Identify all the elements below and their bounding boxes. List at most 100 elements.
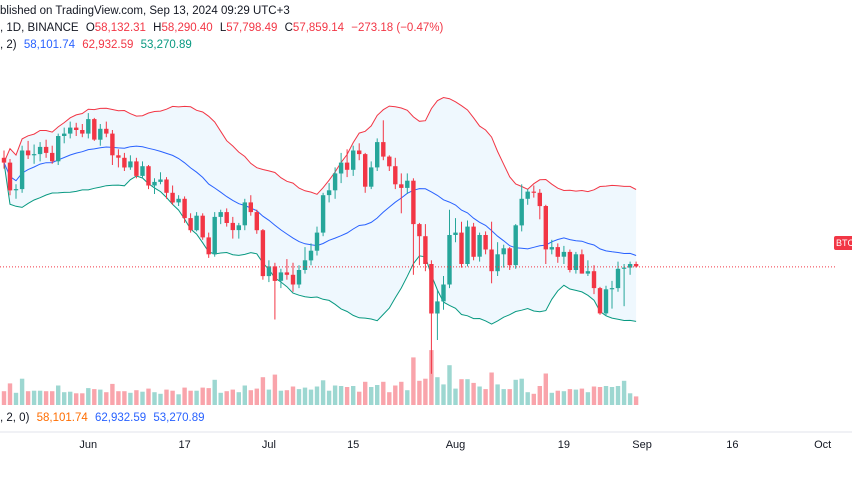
last-price-tag[interactable]: BTC xyxy=(834,236,852,250)
volume-bar xyxy=(116,391,121,405)
candle xyxy=(116,149,121,168)
candle-body xyxy=(357,150,362,155)
volume-bar xyxy=(134,390,139,405)
candle-body xyxy=(266,266,272,277)
candle-body xyxy=(351,150,356,170)
candle-body xyxy=(236,225,241,231)
candle xyxy=(182,196,187,223)
volume-bar xyxy=(351,386,356,405)
volume-bar xyxy=(369,387,374,405)
candle-body xyxy=(176,198,181,203)
candle xyxy=(13,184,19,199)
volume-bar xyxy=(338,386,344,405)
volume-bar xyxy=(483,389,488,405)
candle xyxy=(603,285,609,316)
candle-body xyxy=(254,212,259,231)
candle-body xyxy=(381,142,386,157)
volume-bar xyxy=(561,391,567,405)
candle-body xyxy=(435,301,440,314)
candle-body xyxy=(519,198,524,226)
candle-body xyxy=(206,237,211,255)
volume-bar xyxy=(357,391,362,405)
volume-bar xyxy=(176,394,181,405)
candle xyxy=(332,167,338,199)
volume-bar xyxy=(212,379,217,405)
close-value: 57,859.14 xyxy=(292,22,345,34)
candle xyxy=(278,268,284,289)
volume-bar xyxy=(555,390,560,405)
candle xyxy=(513,224,518,269)
candle xyxy=(573,251,579,274)
vol-prefix: , 2, 0) xyxy=(0,412,30,424)
candle-body xyxy=(146,166,151,186)
volume-bar xyxy=(308,389,314,405)
bollinger-lower-line xyxy=(3,162,637,325)
time-axis-label: Oct xyxy=(814,439,831,451)
candle-body xyxy=(80,130,85,134)
candle xyxy=(399,173,404,214)
candle-body xyxy=(284,272,290,275)
candle-body xyxy=(62,133,67,136)
candle xyxy=(320,192,326,237)
volume-bar xyxy=(206,388,211,405)
candle xyxy=(146,165,151,190)
candle xyxy=(31,144,37,164)
volume-bar xyxy=(68,391,73,405)
candle xyxy=(543,204,548,264)
volume-bar xyxy=(74,393,79,405)
candle xyxy=(483,231,488,255)
bollinger-legend[interactable]: , 2) 58,101.74 62,932.59 53,270.89 xyxy=(0,37,192,53)
candle xyxy=(489,221,494,284)
time-axis-label: 17 xyxy=(178,439,190,451)
candle xyxy=(68,121,73,139)
candle-body xyxy=(1,157,7,163)
volume-bar xyxy=(489,372,494,405)
candle xyxy=(537,189,542,220)
volume-bar xyxy=(19,378,25,405)
candle xyxy=(200,213,205,240)
volume-bars xyxy=(1,350,639,405)
candle xyxy=(357,143,362,161)
published-info: blished on TradingView.com, Sep 13, 2024… xyxy=(0,2,290,20)
candle-body xyxy=(296,270,302,285)
volume-legend[interactable]: , 2, 0) 58,101.74 62,932.59 53,270.89 xyxy=(0,410,205,426)
candle-body xyxy=(627,264,633,268)
candle-body xyxy=(56,136,61,162)
bb-basis-value: 58,101.74 xyxy=(23,39,75,51)
candle-body xyxy=(116,155,121,158)
volume-bar xyxy=(260,377,266,405)
vol-upper-value: 62,932.59 xyxy=(94,412,147,424)
volume-bar xyxy=(31,390,37,405)
candle xyxy=(495,242,500,276)
symbol-legend[interactable]: , 1D, BINANCE O58,132.31 H58,290.40 L57,… xyxy=(0,20,443,36)
candles xyxy=(1,113,639,374)
interval-exchange: , 1D, BINANCE xyxy=(0,22,79,34)
volume-bar xyxy=(603,386,609,405)
candle xyxy=(128,155,133,170)
candle xyxy=(62,127,67,144)
candle xyxy=(266,260,272,283)
candle-body xyxy=(363,154,368,187)
candle-body xyxy=(104,128,109,134)
volume-bar xyxy=(405,390,410,405)
volume-bar xyxy=(543,373,548,405)
candle-body xyxy=(429,264,434,314)
volume-bar xyxy=(549,392,554,405)
candle xyxy=(417,222,422,266)
candle xyxy=(465,220,470,267)
candle-body xyxy=(194,215,199,231)
volume-bar xyxy=(200,387,205,405)
change-value: −273.18 (−0.47%) xyxy=(351,22,444,34)
candle xyxy=(423,224,428,272)
candle xyxy=(561,245,567,264)
open-value: 58,132.31 xyxy=(94,22,146,34)
candle-body xyxy=(405,180,410,188)
candle xyxy=(447,209,452,289)
candle xyxy=(176,195,181,206)
candle-body xyxy=(326,190,332,196)
volume-bar xyxy=(332,385,338,405)
volume-bar xyxy=(43,391,49,405)
candle xyxy=(1,150,7,169)
volume-bar xyxy=(435,377,440,405)
